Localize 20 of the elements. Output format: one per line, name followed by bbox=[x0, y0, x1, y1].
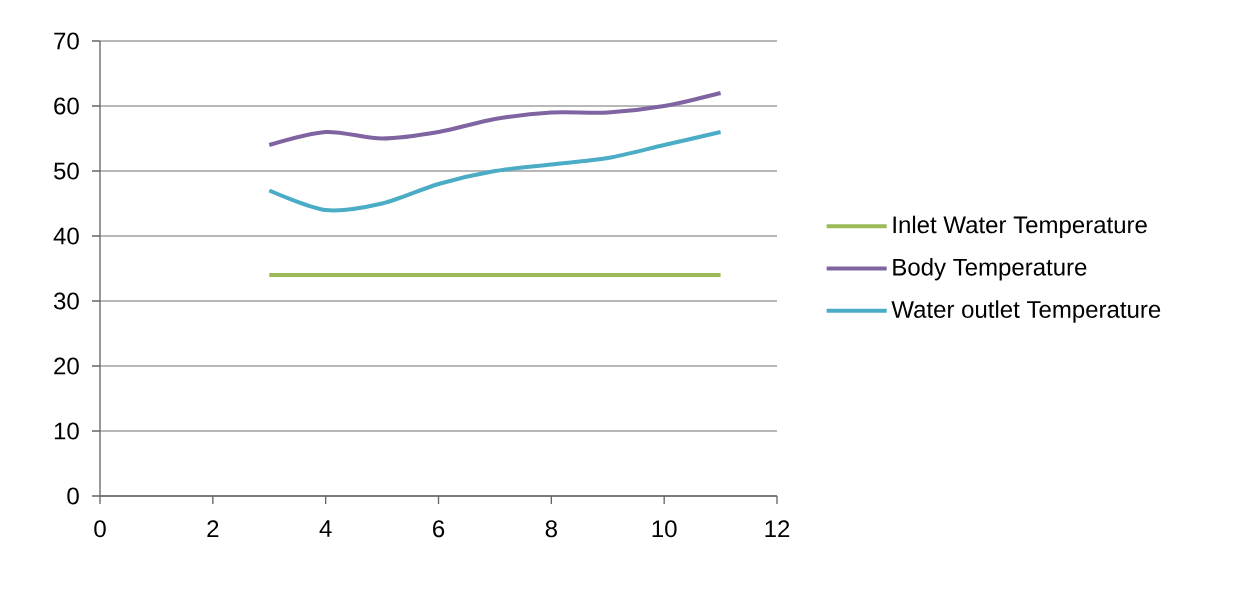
y-tick-label: 20 bbox=[54, 357, 79, 375]
y-tick-label: 40 bbox=[53, 227, 79, 245]
y-tick-label: 0 bbox=[67, 487, 79, 505]
legend-label: Body Temperature bbox=[893, 258, 1087, 281]
x-tick-label: 4 bbox=[319, 520, 332, 537]
x-tick-label: 10 bbox=[652, 520, 677, 538]
y-tick-label: 10 bbox=[54, 422, 79, 440]
legend-label: Water outlet Temperature bbox=[891, 300, 1161, 323]
x-tick-label: 12 bbox=[765, 520, 790, 538]
y-tick-label: 70 bbox=[54, 32, 79, 50]
x-tick-label: 6 bbox=[433, 520, 445, 538]
y-tick-label: 30 bbox=[53, 292, 79, 310]
x-tick-label: 8 bbox=[545, 520, 557, 538]
legend-label: Inlet Water Temperature bbox=[893, 215, 1147, 239]
line-series bbox=[267, 91, 723, 148]
y-tick-label: 50 bbox=[54, 162, 79, 180]
line-series bbox=[267, 130, 723, 213]
x-tick-label: 2 bbox=[207, 520, 219, 538]
y-tick-label: 60 bbox=[54, 97, 79, 115]
x-tick-label: 0 bbox=[94, 520, 106, 538]
